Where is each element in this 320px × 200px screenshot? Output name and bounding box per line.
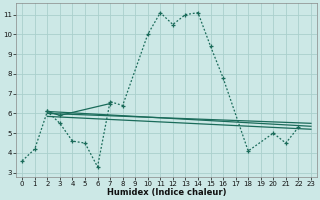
X-axis label: Humidex (Indice chaleur): Humidex (Indice chaleur) bbox=[107, 188, 226, 197]
